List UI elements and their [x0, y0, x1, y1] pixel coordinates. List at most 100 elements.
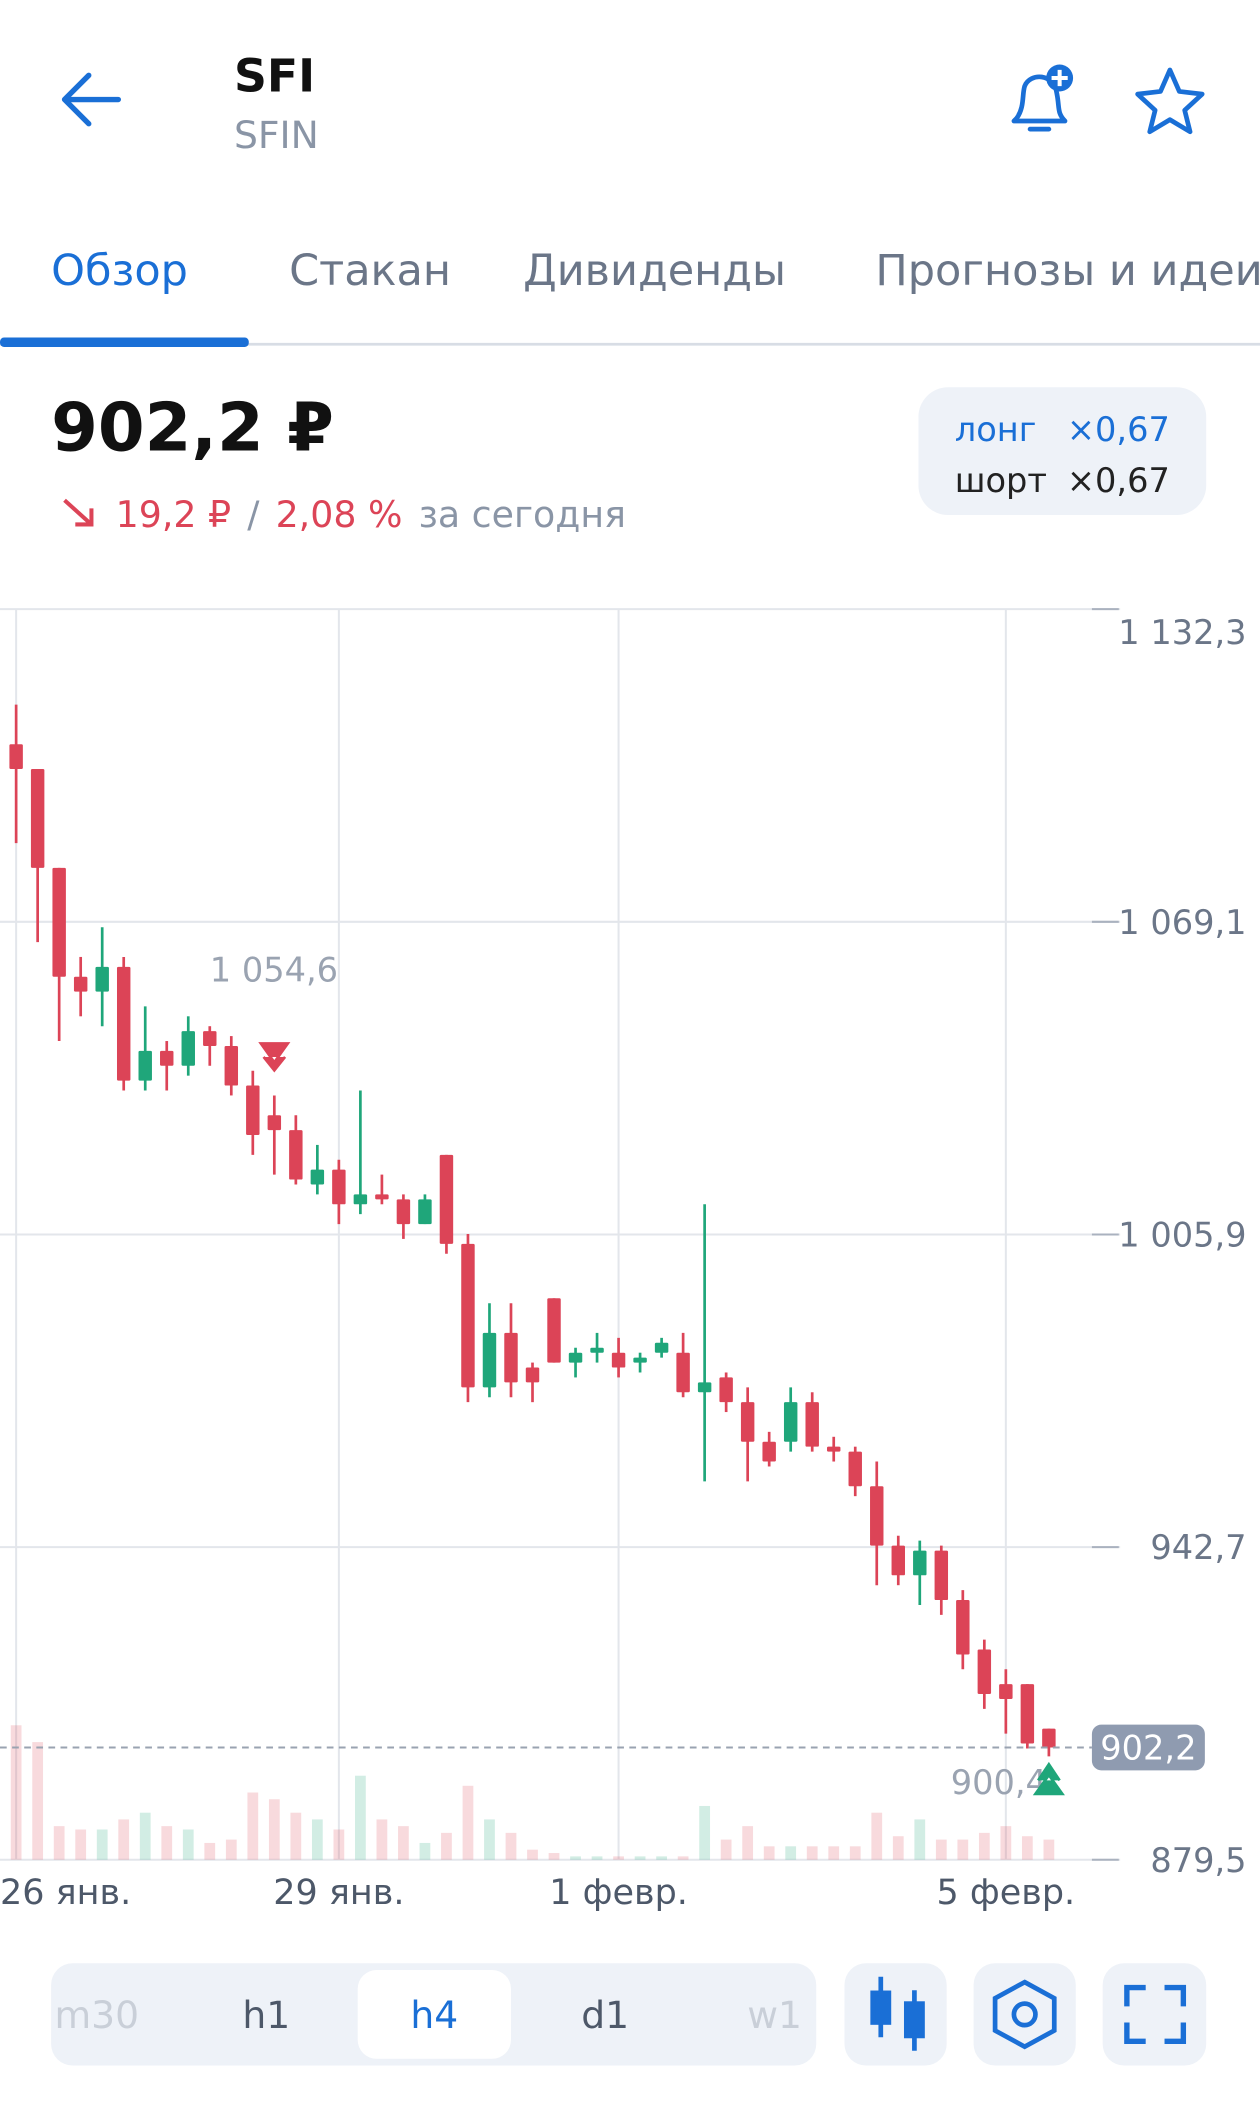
volume-bar — [441, 1832, 452, 1860]
back-button[interactable] — [61, 72, 122, 127]
volume-bar — [225, 1839, 237, 1860]
volume-bar — [484, 1819, 495, 1860]
volume-bar — [462, 1785, 474, 1860]
min-label: 900,4 — [951, 1763, 1047, 1802]
volume-bar — [1021, 1836, 1033, 1860]
tab[interactable]: Стакан — [289, 246, 451, 296]
candle-body — [396, 1199, 411, 1225]
volume-bar — [75, 1829, 87, 1860]
volume-bar — [785, 1846, 797, 1860]
candle-body — [181, 1031, 195, 1066]
alert-button[interactable] — [1011, 64, 1074, 132]
buy-marker — [1032, 1761, 1065, 1796]
candle-body — [676, 1352, 690, 1393]
volume-bar — [204, 1842, 216, 1860]
indicators-button[interactable] — [973, 1963, 1076, 2066]
leverage-box — [918, 387, 1207, 516]
volume-bar — [763, 1846, 775, 1860]
candle-body — [977, 1649, 992, 1695]
volume-bar — [978, 1832, 990, 1860]
long-label: лонг — [955, 410, 1037, 449]
y-tick-label: 1 005,9 — [1118, 1216, 1246, 1255]
last-price-label: 902,2 — [1100, 1729, 1196, 1768]
volume-bar — [333, 1829, 345, 1860]
candle-body — [504, 1332, 518, 1383]
candle-body — [95, 966, 109, 992]
candle-body — [568, 1352, 583, 1363]
candle-body — [999, 1684, 1013, 1699]
favorite-button[interactable] — [1135, 67, 1205, 135]
y-tick-label: 879,5 — [1150, 1841, 1246, 1880]
candle-body — [461, 1243, 475, 1388]
timeframe[interactable]: h4 — [410, 1993, 458, 2037]
volume-bar — [376, 1819, 388, 1860]
timeframes: m30 h1 h4 d1 w1 — [55, 1970, 802, 2059]
short-label: шорт — [955, 461, 1047, 500]
last-price-badge — [1091, 1724, 1205, 1771]
volume-bar — [247, 1792, 259, 1860]
ticker: SFI — [234, 49, 315, 102]
x-tick-label: 26 янв. — [0, 1873, 131, 1913]
candle-body — [310, 1169, 325, 1185]
candle-body — [52, 867, 66, 977]
tab[interactable]: Прогнозы и идеи — [875, 246, 1260, 296]
volume-bar — [570, 1856, 581, 1860]
candle-body — [956, 1600, 970, 1655]
volume-bar — [53, 1826, 65, 1860]
long-value: ×0,67 — [1067, 410, 1170, 449]
volume-bar — [548, 1853, 560, 1860]
down-arrow — [63, 498, 94, 527]
timeframe[interactable]: h1 — [242, 1993, 290, 2037]
volume-bar — [806, 1846, 818, 1860]
candle-body — [289, 1130, 303, 1180]
change-pct: 2,08 % — [276, 493, 403, 536]
tab-indicator — [0, 337, 249, 347]
volume-bar — [505, 1832, 517, 1860]
volume-bar — [699, 1805, 711, 1860]
separator: / — [247, 493, 260, 536]
price-change: 19,2 ₽ / 2,08 % за сегодня — [116, 493, 626, 536]
volume-bar — [290, 1812, 302, 1860]
tab[interactable]: Дивиденды — [523, 246, 786, 296]
candle-body — [525, 1367, 540, 1383]
timeframe[interactable]: m30 — [55, 1993, 140, 2037]
change-abs: 19,2 ₽ — [116, 493, 231, 536]
timeframe[interactable]: d1 — [581, 1993, 629, 2037]
candle-body — [116, 966, 131, 1081]
candle-body — [783, 1402, 798, 1442]
price: 902,2 ₽ — [51, 388, 334, 466]
volume-bar — [677, 1856, 689, 1860]
candle-body — [719, 1377, 733, 1403]
candle-body — [697, 1382, 712, 1393]
volume-bar — [935, 1839, 947, 1860]
volume-bar — [871, 1812, 883, 1860]
volume-bar — [957, 1839, 969, 1860]
short-value: ×0,67 — [1067, 461, 1170, 500]
candle-body — [913, 1550, 927, 1576]
tab[interactable]: Обзор — [51, 246, 188, 296]
candle-body — [30, 768, 45, 868]
candle-body — [224, 1045, 239, 1086]
candle-body — [332, 1169, 346, 1205]
volume-bar — [656, 1856, 667, 1860]
volume-bar — [914, 1819, 926, 1860]
candle-body — [870, 1486, 884, 1546]
candle-body — [848, 1451, 862, 1487]
candle-body — [160, 1050, 174, 1066]
x-tick-label: 5 февр. — [937, 1873, 1076, 1913]
code: SFIN — [234, 113, 319, 157]
candle-body — [138, 1050, 152, 1081]
candle-body — [762, 1441, 776, 1462]
candle-body — [353, 1194, 368, 1205]
period: за сегодня — [419, 493, 626, 536]
fullscreen-button[interactable] — [1102, 1963, 1207, 2066]
candle-body — [9, 744, 23, 769]
candle-body — [1020, 1684, 1035, 1744]
volume-bar — [591, 1856, 603, 1860]
timeframe[interactable]: w1 — [747, 1993, 802, 2037]
volume-bar — [139, 1812, 151, 1860]
volume-bar — [1000, 1826, 1012, 1860]
volume-bar — [1043, 1839, 1055, 1860]
chart-type-button[interactable] — [844, 1963, 947, 2066]
